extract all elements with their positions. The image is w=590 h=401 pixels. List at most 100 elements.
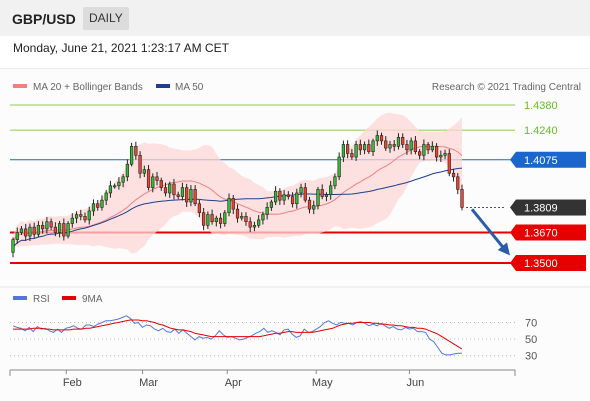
- candle-body: [384, 140, 388, 149]
- candle-body: [197, 203, 201, 214]
- candle-body: [202, 212, 206, 226]
- x-axis-label: Jun: [407, 377, 425, 389]
- candle: [303, 182, 307, 203]
- ma20-legend-swatch: [13, 84, 27, 88]
- rsi-tick-label: 50: [525, 334, 537, 346]
- rsi-ma-legend-label: 9MA: [82, 294, 103, 305]
- candle: [129, 142, 134, 167]
- candle-body: [460, 189, 464, 208]
- candle: [11, 237, 15, 258]
- level-markers: 1.4380 1.4240 1.4075 1.3809 1.3670 1.3500: [466, 100, 586, 272]
- candle: [197, 199, 201, 218]
- candle-body: [274, 190, 278, 203]
- candle-body: [121, 176, 125, 183]
- candle: [299, 183, 303, 198]
- candle: [354, 140, 358, 161]
- candle: [138, 151, 142, 179]
- candle-body: [295, 192, 299, 205]
- timeframe-badge[interactable]: DAILY: [83, 7, 129, 30]
- candle: [189, 185, 193, 207]
- candles: [11, 130, 464, 258]
- price-tag: [516, 255, 586, 272]
- currency-pair-title: GBP/USD: [12, 11, 76, 27]
- candle: [434, 143, 439, 162]
- candle: [155, 171, 159, 186]
- bollinger-band-area: [13, 112, 462, 254]
- candle: [142, 165, 146, 178]
- rsi-tick-label: 30: [525, 351, 537, 363]
- candle-body: [316, 189, 320, 206]
- candle-body: [231, 198, 235, 210]
- candle: [79, 209, 83, 221]
- ma20-line: [12, 145, 463, 241]
- candle: [151, 173, 155, 193]
- candle: [41, 221, 45, 234]
- candle-body: [312, 205, 316, 210]
- candle: [108, 180, 113, 198]
- candle-body: [278, 190, 282, 201]
- candle: [125, 159, 129, 182]
- candle: [316, 186, 320, 210]
- candle: [231, 195, 235, 215]
- candle-body: [176, 194, 180, 197]
- candle: [66, 221, 70, 239]
- candle-body: [36, 225, 41, 235]
- candle-body: [451, 172, 456, 178]
- candle: [168, 181, 172, 198]
- candle: [278, 188, 282, 205]
- candle: [104, 189, 108, 206]
- candle-body: [125, 163, 129, 178]
- candle-body: [430, 145, 434, 151]
- bollinger-band: [13, 112, 462, 254]
- candle-body: [418, 151, 422, 156]
- candle-body: [168, 183, 172, 194]
- datetime-label: Monday, June 21, 2021 1:23:17 AM CET: [13, 41, 229, 55]
- candle: [91, 199, 96, 216]
- candle-body: [235, 208, 240, 219]
- price-tag-pointer: [510, 255, 516, 272]
- candle-body: [257, 219, 261, 226]
- candle: [422, 139, 426, 161]
- candle-body: [261, 214, 265, 221]
- candle-body: [185, 187, 189, 203]
- candle: [100, 195, 104, 211]
- candle-body: [307, 199, 312, 210]
- candle-body: [223, 212, 227, 224]
- candle-body: [83, 216, 87, 221]
- candle-body: [362, 144, 367, 151]
- candle-body: [329, 185, 333, 196]
- candle: [113, 183, 117, 189]
- candle: [24, 224, 28, 241]
- price-tag: [516, 199, 586, 216]
- candle-body: [134, 145, 138, 156]
- projection-arrow-head: [497, 242, 510, 256]
- candle-body: [405, 144, 409, 151]
- candle: [15, 227, 19, 244]
- candle: [333, 173, 337, 190]
- candle-body: [409, 140, 413, 151]
- candle-body: [15, 232, 19, 240]
- price-tag: [516, 224, 586, 241]
- candle-body: [41, 225, 45, 230]
- rsi-ma-legend-swatch: [62, 296, 76, 300]
- candle: [36, 221, 41, 238]
- candle-body: [138, 154, 142, 174]
- candle: [341, 140, 346, 162]
- candle-body: [333, 176, 337, 187]
- rsi-legend-label: RSI: [33, 294, 50, 305]
- candle-body: [62, 223, 66, 237]
- candle-body: [53, 226, 57, 233]
- candle-body: [337, 156, 341, 178]
- candle: [413, 135, 418, 155]
- candle-body: [422, 144, 426, 156]
- candle-body: [392, 144, 396, 147]
- candle: [172, 179, 176, 200]
- candle: [418, 149, 422, 160]
- candle: [265, 202, 269, 220]
- candle-body: [206, 214, 210, 226]
- candle: [185, 183, 189, 207]
- candle-body: [91, 203, 96, 212]
- candle-body: [146, 169, 151, 188]
- candle: [456, 173, 460, 195]
- candle-body: [379, 135, 384, 142]
